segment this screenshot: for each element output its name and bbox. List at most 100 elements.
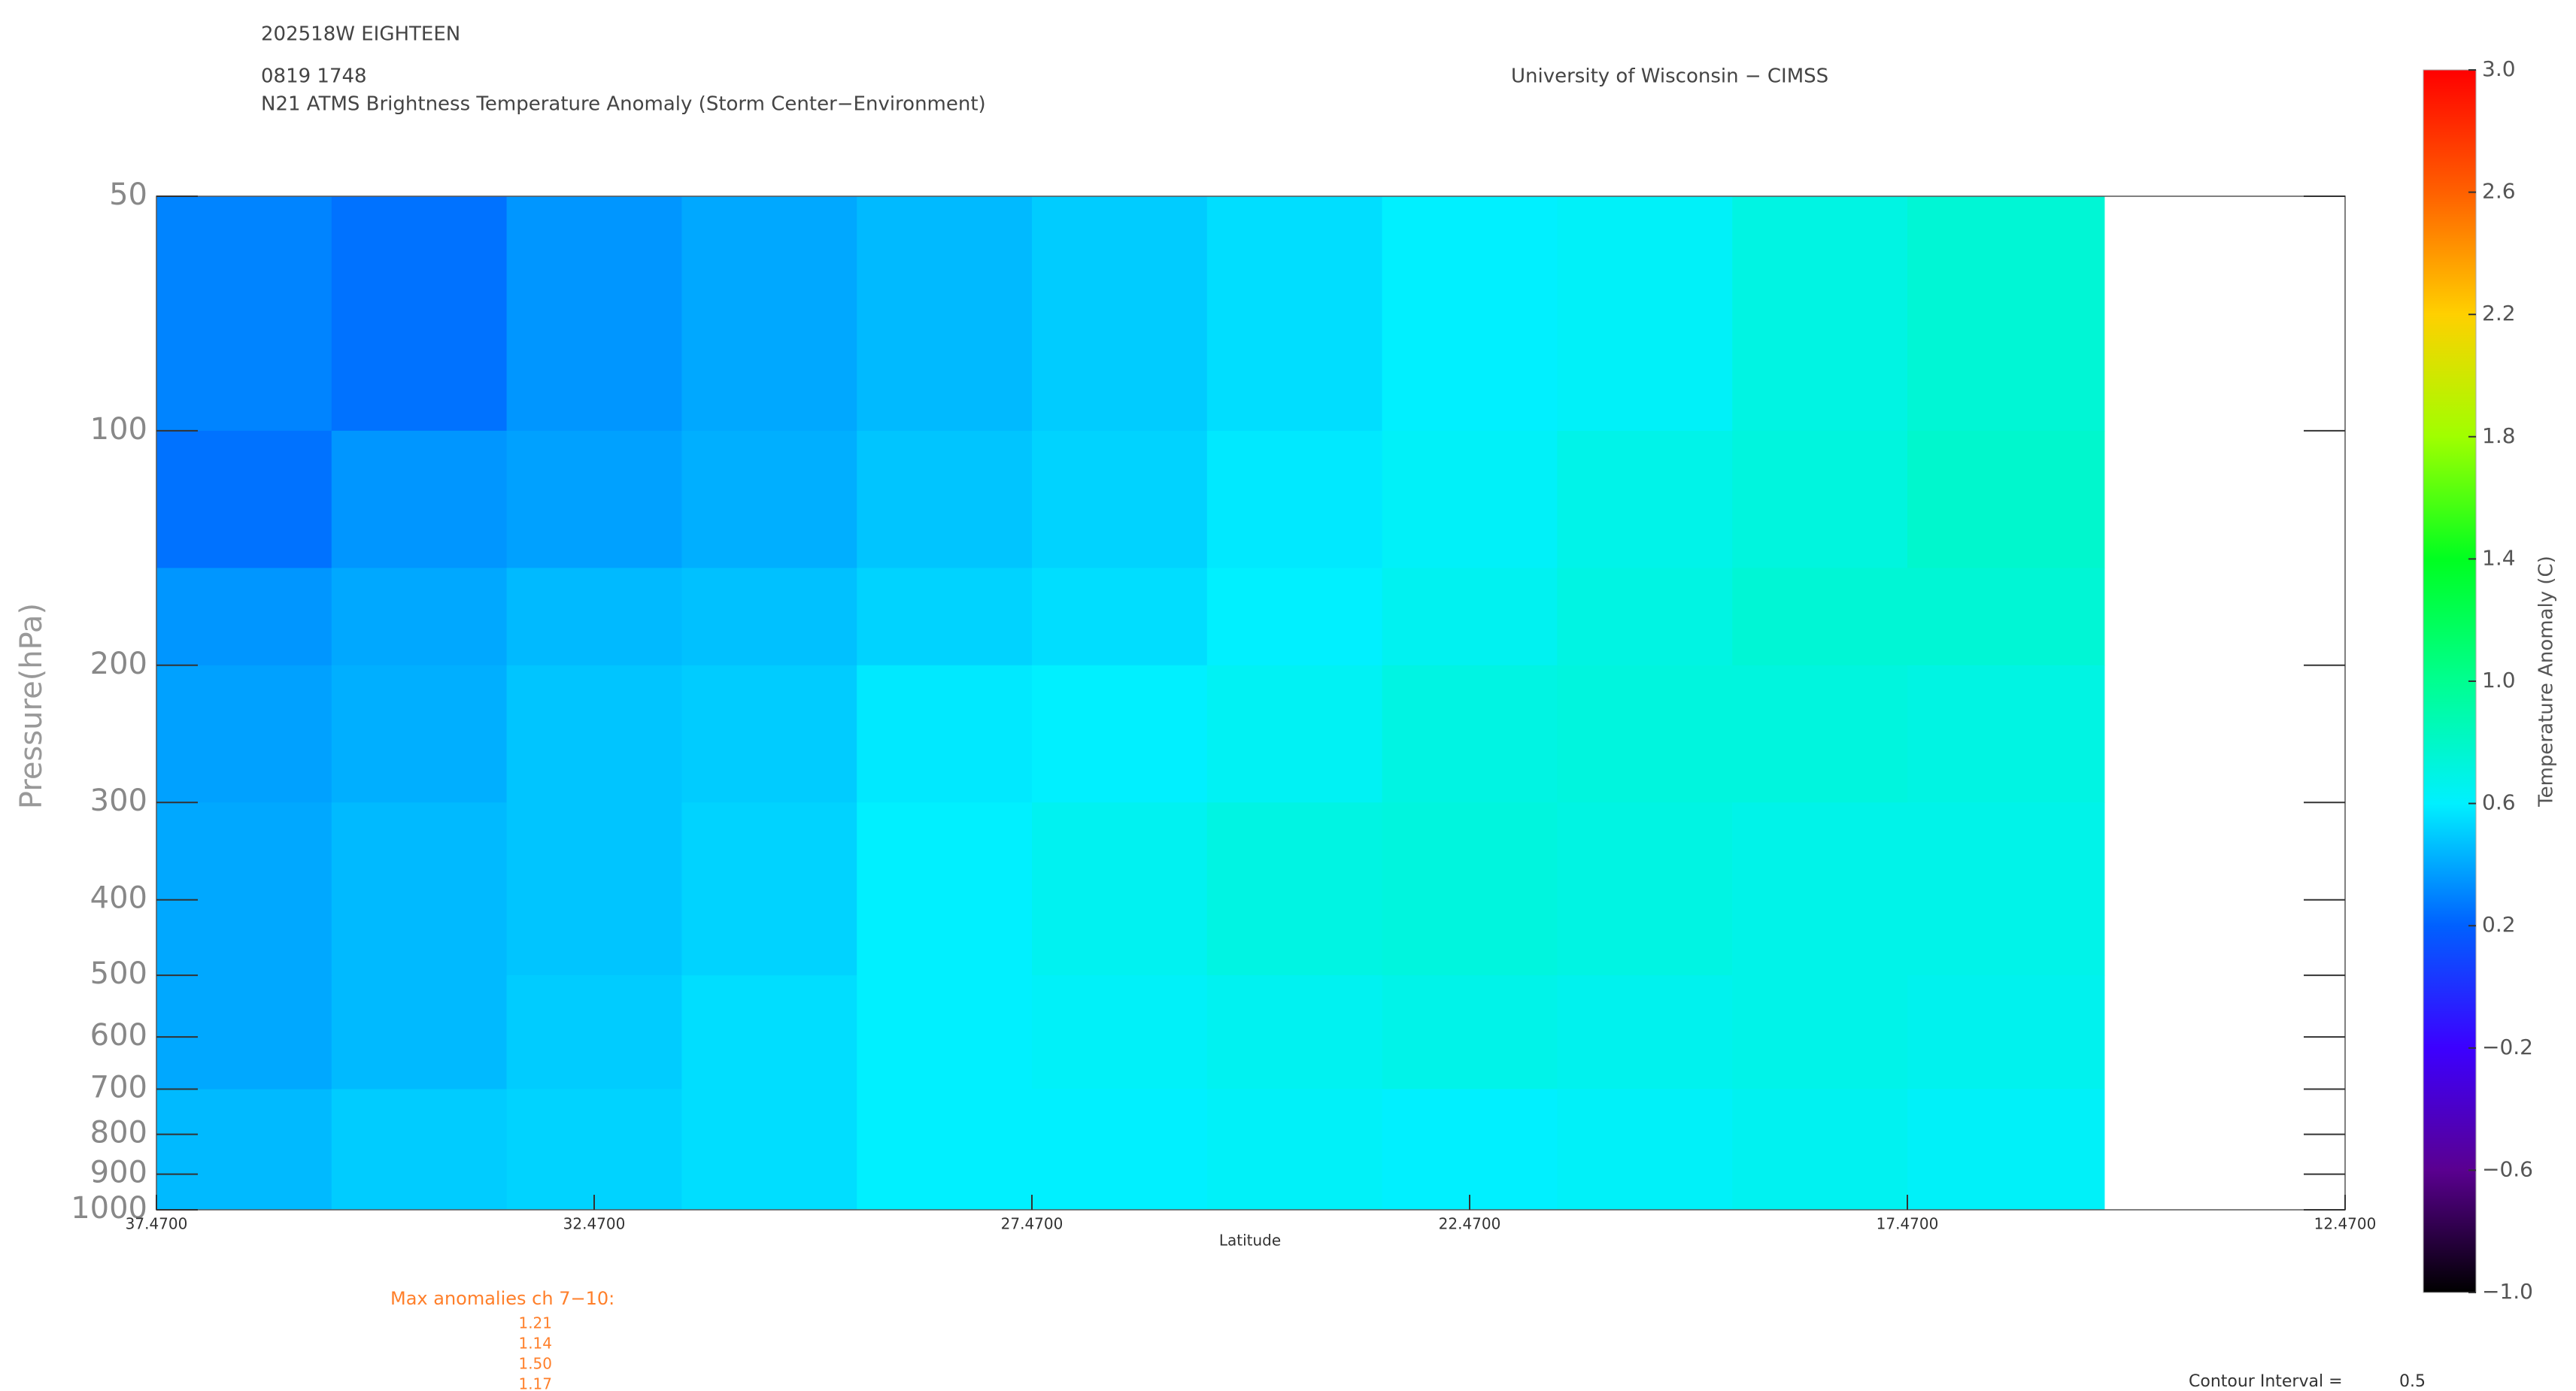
- contour-cell: [1206, 430, 1383, 568]
- contour-cell: [1032, 568, 1208, 666]
- colorbar-tick-label: 1.0: [2482, 668, 2516, 692]
- contour-cell: [857, 196, 1033, 432]
- contour-cell: [1206, 665, 1383, 803]
- contour-cell: [506, 1089, 682, 1211]
- contour-cell: [1382, 196, 1558, 432]
- colorbar-tick-label: 0.6: [2482, 790, 2516, 815]
- source: University of Wisconsin − CIMSS: [1511, 65, 1828, 88]
- y-tick-label: 900: [90, 1156, 147, 1190]
- contour-cell: [156, 1089, 332, 1211]
- contour-cell: [1907, 568, 2105, 666]
- y-tick-label: 600: [90, 1018, 147, 1053]
- contour-cell: [857, 430, 1033, 568]
- y-tick-label: 200: [90, 647, 147, 681]
- max-anomaly-value: 1.50: [518, 1355, 552, 1373]
- contour-cell: [1732, 196, 1908, 432]
- contour-cell: [1206, 568, 1383, 666]
- contour-cell: [1206, 1089, 1383, 1211]
- contour-cell: [1907, 1089, 2105, 1211]
- contour-cell: [506, 568, 682, 666]
- contour-cell: [331, 975, 508, 1090]
- y-tick-label: 700: [90, 1071, 147, 1105]
- max-anomalies-label: Max anomalies ch 7−10:: [390, 1288, 614, 1309]
- contour-cell: [506, 665, 682, 803]
- contour-cell: [506, 196, 682, 432]
- contour-cell: [331, 568, 508, 666]
- x-tick-label: 22.4700: [1439, 1215, 1501, 1233]
- contour-cell: [1382, 802, 1558, 976]
- max-anomaly-value: 1.14: [518, 1335, 552, 1353]
- x-tick-label: 27.4700: [1001, 1215, 1063, 1233]
- contour-cell: [1032, 665, 1208, 803]
- contour-cell: [331, 802, 508, 976]
- contour-cell: [1382, 665, 1558, 803]
- y-axis-label: Pressure(hPa): [14, 603, 49, 809]
- contour-cell: [156, 430, 332, 568]
- contour-cell: [681, 975, 857, 1090]
- y-tick-label: 100: [90, 412, 147, 447]
- contour-cell: [1206, 802, 1383, 976]
- contour-interval-label: Contour Interval =: [2189, 1372, 2343, 1391]
- contour-cell: [1557, 568, 1733, 666]
- x-tick-label: 32.4700: [563, 1215, 626, 1233]
- contour-cell: [857, 975, 1033, 1090]
- contour-cell: [1557, 975, 1733, 1090]
- contour-cell: [681, 665, 857, 803]
- contour-cell: [1032, 1089, 1208, 1211]
- contour-cell: [1732, 430, 1908, 568]
- contour-cell: [857, 665, 1033, 803]
- contour-cell: [331, 1089, 508, 1211]
- colorbar-tick-label: 0.2: [2482, 912, 2516, 937]
- contour-cell: [1732, 802, 1908, 976]
- contour-cell: [331, 196, 508, 432]
- y-tick-label: 800: [90, 1116, 147, 1150]
- contour-cell: [506, 802, 682, 976]
- y-tick-label: 50: [109, 177, 147, 212]
- contour-cell: [681, 430, 857, 568]
- contour-cell: [156, 975, 332, 1090]
- contour-cell: [1382, 430, 1558, 568]
- y-tick-label: 400: [90, 881, 147, 916]
- y-tick-label: 1000: [71, 1191, 147, 1226]
- contour-cell: [857, 568, 1033, 666]
- contour-cell: [1032, 975, 1208, 1090]
- contour-cell: [1382, 975, 1558, 1090]
- contour-cell: [1382, 1089, 1558, 1211]
- colorbar: [2423, 69, 2477, 1293]
- plot-frame: [156, 195, 2346, 1211]
- x-axis-label: Latitude: [1219, 1232, 1281, 1250]
- contour-cell: [1907, 665, 2105, 803]
- storm-id: 202518W EIGHTEEN: [261, 23, 460, 46]
- contour-cell: [1732, 1089, 1908, 1211]
- contour-cell: [1907, 196, 2105, 432]
- x-tick-label: 12.4700: [2314, 1215, 2377, 1233]
- contour-cell: [156, 665, 332, 803]
- x-tick-label: 37.4700: [126, 1215, 188, 1233]
- contour-cell: [1732, 665, 1908, 803]
- y-tick-label: 300: [90, 783, 147, 818]
- colorbar-tick-label: 1.4: [2482, 545, 2516, 570]
- contour-cell: [681, 802, 857, 976]
- contour-cell: [1557, 430, 1733, 568]
- contour-cell: [681, 568, 857, 666]
- colorbar-tick-label: 1.8: [2482, 423, 2516, 448]
- colorbar-tick-label: −1.0: [2482, 1279, 2533, 1304]
- contour-cell: [1557, 1089, 1733, 1211]
- colorbar-tick-label: 2.2: [2482, 301, 2516, 326]
- contour-cell: [1557, 196, 1733, 432]
- contour-cell: [1907, 430, 2105, 568]
- contour-cell: [681, 196, 857, 432]
- y-tick-label: 500: [90, 956, 147, 991]
- contour-cell: [1032, 802, 1208, 976]
- contour-cell: [331, 665, 508, 803]
- contour-cell: [1732, 975, 1908, 1090]
- contour-cell: [1206, 975, 1383, 1090]
- chart-title: N21 ATMS Brightness Temperature Anomaly …: [261, 93, 986, 116]
- contour-cell: [1732, 568, 1908, 666]
- colorbar-tick-label: −0.6: [2482, 1156, 2533, 1181]
- contour-cell: [156, 196, 332, 432]
- contour-cell: [1907, 975, 2105, 1090]
- contour-cell: [681, 1089, 857, 1211]
